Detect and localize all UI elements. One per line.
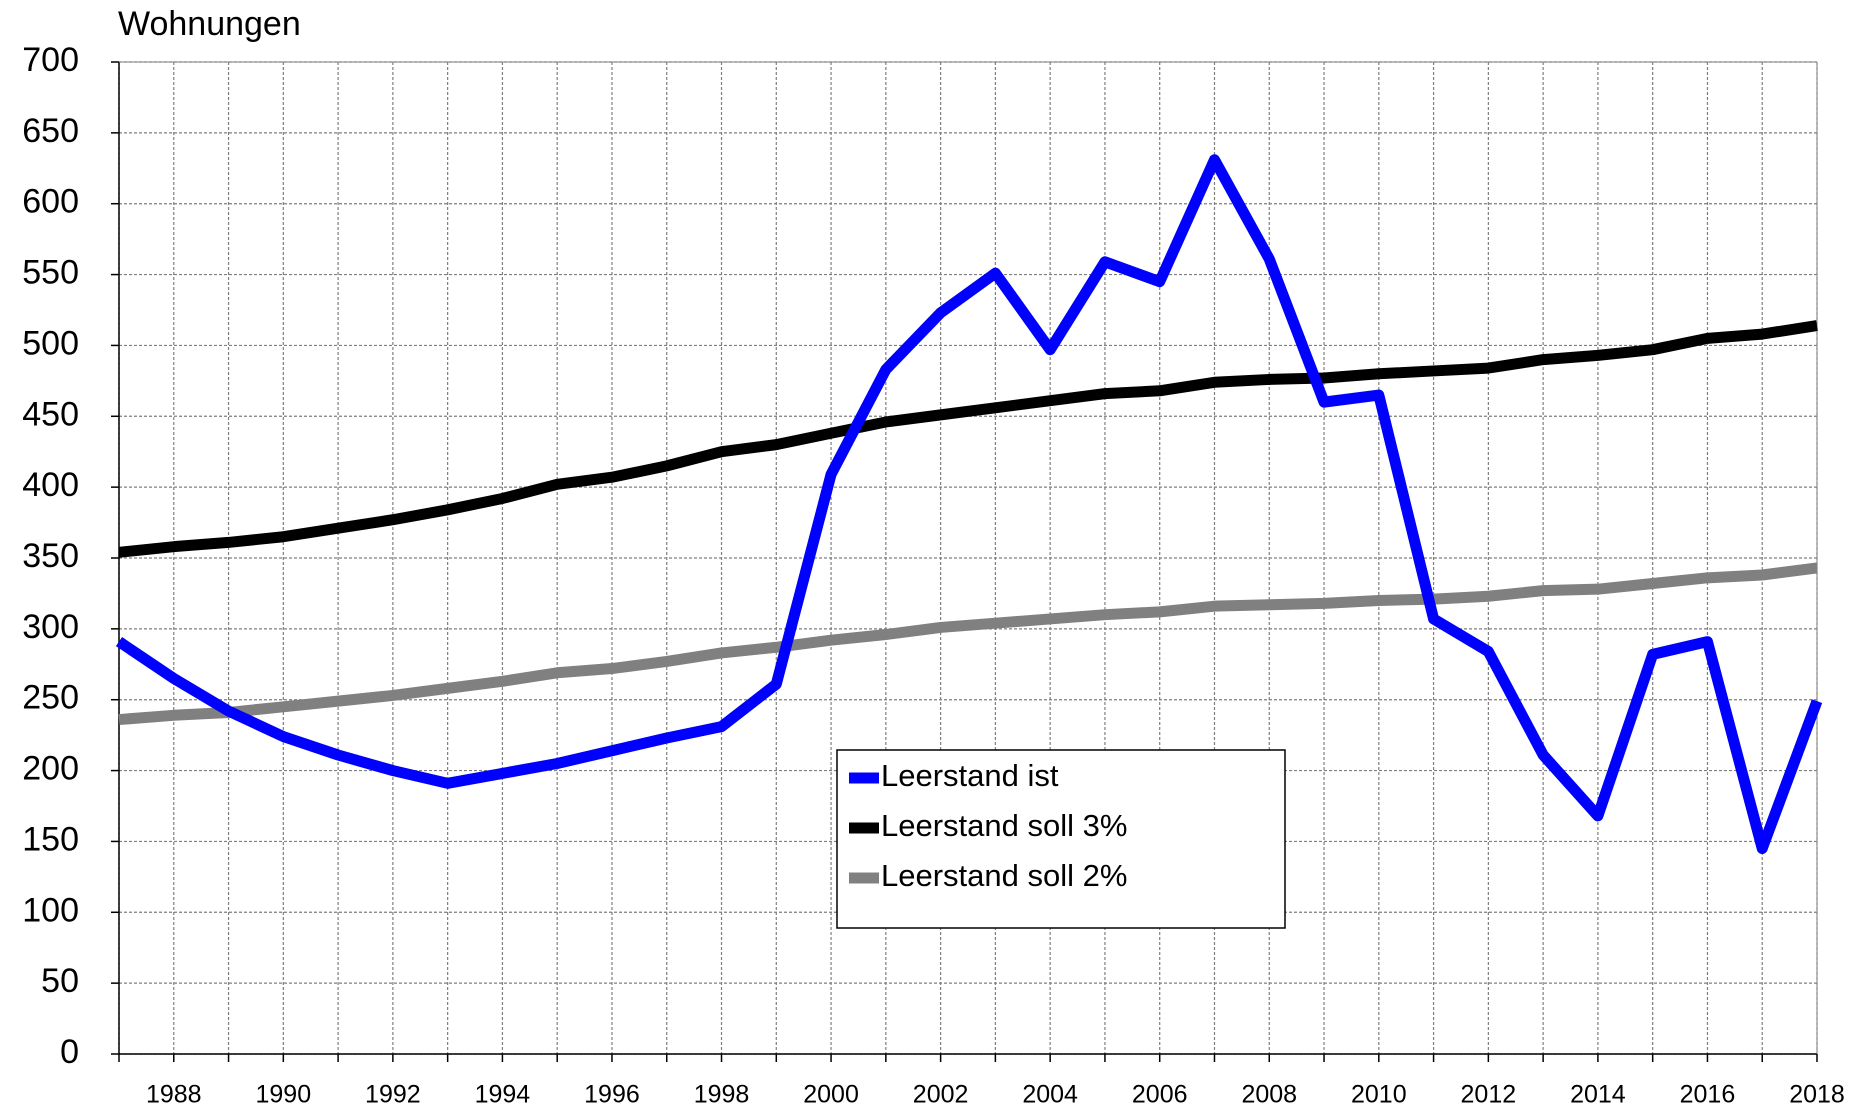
y-axis-label: Wohnungen <box>118 5 301 43</box>
y-tick-label: 400 <box>22 466 79 504</box>
x-tick-label: 2012 <box>1461 1081 1517 1107</box>
legend-label: Leerstand soll 3% <box>881 808 1127 843</box>
x-tick-label: 2010 <box>1351 1081 1407 1107</box>
x-tick-label: 2006 <box>1132 1081 1188 1107</box>
series-line <box>118 320 1818 558</box>
series-line <box>115 154 1823 855</box>
legend-label: Leerstand ist <box>881 758 1059 793</box>
x-tick-label: 2016 <box>1680 1081 1736 1107</box>
x-tick-label: 1994 <box>475 1081 531 1107</box>
x-tick-label: 2008 <box>1241 1081 1297 1107</box>
x-tick-label: 2000 <box>803 1081 859 1107</box>
x-tick-label: 1990 <box>256 1081 312 1107</box>
y-tick-label: 300 <box>22 608 79 646</box>
y-tick-label: 0 <box>60 1033 79 1071</box>
y-tick-label: 650 <box>22 112 79 150</box>
y-tick-label: 550 <box>22 254 79 292</box>
legend-box <box>836 749 1286 929</box>
y-tick-label: 350 <box>22 537 79 575</box>
x-tick-label: 2002 <box>913 1081 969 1107</box>
x-tick-label: 2014 <box>1570 1081 1626 1107</box>
y-tick-label: 100 <box>22 891 79 929</box>
y-tick-label: 450 <box>22 395 79 433</box>
legend-label: Leerstand soll 2% <box>881 858 1127 893</box>
y-tick-label: 50 <box>41 962 79 1000</box>
y-tick-label: 200 <box>22 750 79 788</box>
y-tick-label: 600 <box>22 183 79 221</box>
x-tick-label: 1996 <box>584 1081 640 1107</box>
x-tick-label: 2018 <box>1789 1081 1845 1107</box>
x-tick-label: 1992 <box>365 1081 421 1107</box>
y-tick-label: 250 <box>22 679 79 717</box>
y-tick-label: 150 <box>22 820 79 858</box>
x-tick-label: 1998 <box>694 1081 750 1107</box>
x-tick-label: 1988 <box>146 1081 202 1107</box>
y-tick-label: 700 <box>22 41 79 79</box>
series-line <box>118 562 1818 726</box>
y-tick-label: 500 <box>22 324 79 362</box>
x-tick-label: 2004 <box>1022 1081 1078 1107</box>
